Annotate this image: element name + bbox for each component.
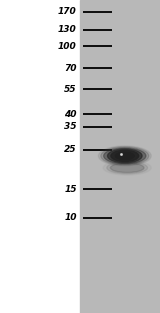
Text: 10: 10 — [64, 213, 77, 222]
Ellipse shape — [110, 163, 144, 172]
Text: 55: 55 — [64, 85, 77, 94]
Ellipse shape — [98, 146, 151, 166]
Text: 170: 170 — [58, 8, 77, 16]
Text: 35: 35 — [64, 122, 77, 131]
Ellipse shape — [104, 148, 146, 164]
Text: 100: 100 — [58, 42, 77, 51]
Bar — [0, 0, 80, 313]
Ellipse shape — [103, 161, 151, 175]
Ellipse shape — [108, 149, 142, 163]
Ellipse shape — [107, 162, 148, 174]
Text: 40: 40 — [64, 110, 77, 119]
Text: 70: 70 — [64, 64, 77, 73]
Ellipse shape — [111, 150, 139, 162]
Text: 130: 130 — [58, 25, 77, 34]
Ellipse shape — [115, 152, 134, 160]
Bar — [80, 0, 160, 313]
Text: 15: 15 — [64, 185, 77, 194]
Text: 25: 25 — [64, 145, 77, 154]
Ellipse shape — [101, 147, 149, 165]
